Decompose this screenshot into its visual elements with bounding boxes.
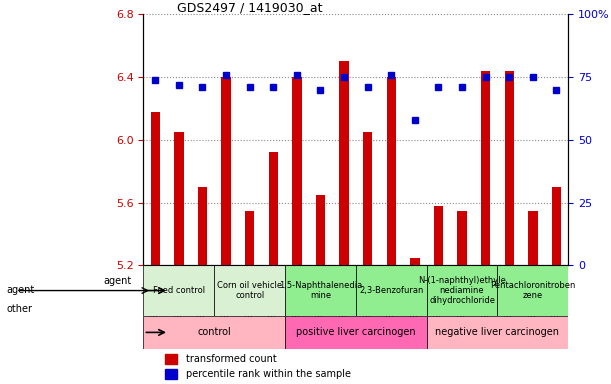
FancyBboxPatch shape: [214, 265, 285, 316]
FancyBboxPatch shape: [285, 316, 426, 349]
Bar: [434, 206, 443, 265]
Text: transformed count: transformed count: [186, 354, 277, 364]
Text: Corn oil vehicle
control: Corn oil vehicle control: [217, 281, 282, 300]
Bar: [150, 112, 160, 265]
Bar: [387, 77, 396, 265]
Bar: [363, 132, 372, 265]
Bar: [316, 195, 325, 265]
Bar: [245, 210, 254, 265]
Bar: [198, 187, 207, 265]
Text: Pentachloronitroben
zene: Pentachloronitroben zene: [490, 281, 576, 300]
FancyBboxPatch shape: [356, 265, 426, 316]
Bar: [505, 71, 514, 265]
Text: positive liver carcinogen: positive liver carcinogen: [296, 328, 415, 338]
FancyBboxPatch shape: [144, 265, 214, 316]
Bar: [221, 77, 231, 265]
Bar: [458, 210, 467, 265]
Text: Feed control: Feed control: [153, 286, 205, 295]
Text: negative liver carcinogen: negative liver carcinogen: [436, 328, 560, 338]
Bar: [292, 77, 302, 265]
FancyBboxPatch shape: [426, 316, 568, 349]
Text: GDS2497 / 1419030_at: GDS2497 / 1419030_at: [177, 2, 323, 14]
Text: N-(1-naphthyl)ethyle
nediamine
dihydrochloride: N-(1-naphthyl)ethyle nediamine dihydroch…: [418, 276, 506, 305]
Text: agent: agent: [6, 285, 34, 295]
Bar: [339, 61, 349, 265]
FancyBboxPatch shape: [497, 265, 568, 316]
Text: control: control: [197, 328, 231, 338]
Bar: [165, 369, 177, 379]
Text: agent: agent: [103, 275, 131, 286]
FancyBboxPatch shape: [426, 265, 497, 316]
Text: 1,5-Naphthalenedia
mine: 1,5-Naphthalenedia mine: [279, 281, 362, 300]
Bar: [174, 132, 183, 265]
FancyBboxPatch shape: [285, 265, 356, 316]
FancyBboxPatch shape: [144, 316, 285, 349]
Text: other: other: [6, 304, 32, 314]
Text: percentile rank within the sample: percentile rank within the sample: [186, 369, 351, 379]
Bar: [552, 187, 561, 265]
Bar: [481, 71, 491, 265]
Bar: [165, 354, 177, 364]
Bar: [528, 210, 538, 265]
Bar: [410, 258, 420, 265]
Bar: [268, 152, 278, 265]
Text: 2,3-Benzofuran: 2,3-Benzofuran: [359, 286, 423, 295]
